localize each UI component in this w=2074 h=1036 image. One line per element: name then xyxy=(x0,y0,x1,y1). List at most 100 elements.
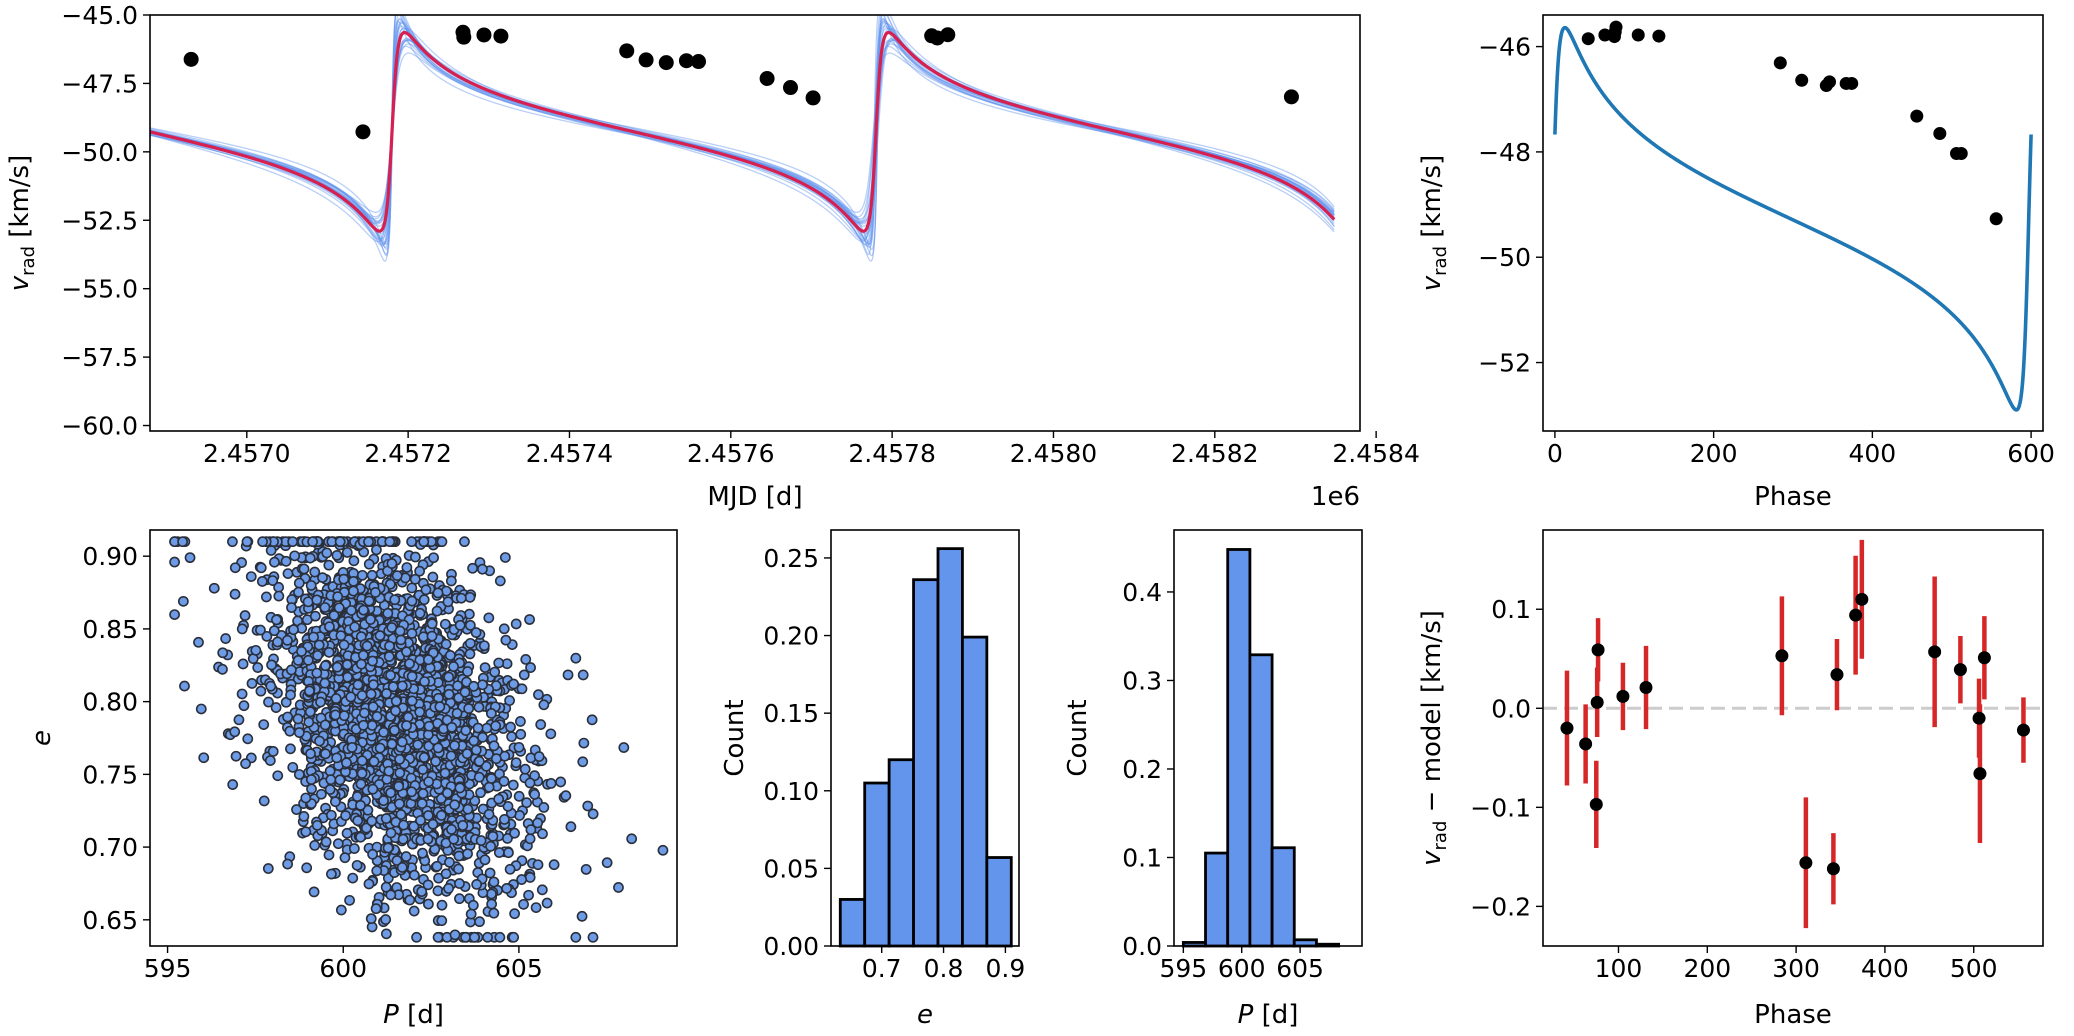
histogram-bar xyxy=(863,781,891,948)
posterior-sample-point xyxy=(430,756,442,767)
posterior-sample-point xyxy=(519,763,531,775)
posterior-sample-point xyxy=(363,595,375,607)
residual-point xyxy=(1639,680,1653,694)
posterior-sample-point xyxy=(408,820,420,832)
posterior-sample-point xyxy=(302,654,314,666)
posterior-sample-point xyxy=(394,798,405,810)
posterior-sample-point xyxy=(462,848,473,860)
posterior-sample-point xyxy=(518,898,529,910)
posterior-sample-point xyxy=(394,625,406,637)
posterior-sample-point xyxy=(367,783,379,795)
posterior-sample-point xyxy=(326,868,337,880)
posterior-sample-point xyxy=(460,725,472,736)
posterior-sample-point xyxy=(420,584,432,596)
posterior-draw-line xyxy=(150,15,1335,257)
posterior-sample-point xyxy=(464,637,476,649)
posterior-sample-point xyxy=(378,726,389,738)
posterior-draw-line xyxy=(150,18,1335,249)
posterior-sample-point xyxy=(292,654,304,666)
y-tick-label: −55.0 xyxy=(61,275,138,304)
posterior-sample-point xyxy=(365,614,376,625)
posterior-sample-point xyxy=(282,711,294,723)
posterior-sample-point xyxy=(258,719,270,731)
posterior-sample-point xyxy=(493,657,505,669)
y-tick-label: 0.75 xyxy=(82,760,138,789)
posterior-sample-point xyxy=(334,774,346,786)
posterior-sample-point xyxy=(422,879,434,891)
posterior-sample-point xyxy=(422,898,434,910)
posterior-sample-point xyxy=(446,721,458,733)
posterior-sample-point xyxy=(406,695,418,707)
posterior-sample-point xyxy=(464,619,476,631)
posterior-sample-point xyxy=(304,685,315,697)
y-tick-label: 0.0 xyxy=(1491,694,1531,723)
posterior-sample-point xyxy=(268,625,280,637)
x-tick-label: 0.9 xyxy=(986,954,1026,983)
posterior-sample-point xyxy=(370,587,381,598)
posterior-sample-point xyxy=(412,739,424,751)
residual-point xyxy=(1799,856,1813,870)
posterior-sample-point xyxy=(499,814,510,825)
posterior-sample-point xyxy=(453,850,465,862)
posterior-sample-point xyxy=(246,678,258,689)
posterior-sample-point xyxy=(494,931,506,943)
posterior-sample-point xyxy=(382,607,394,619)
posterior-sample-point xyxy=(300,826,312,838)
posterior-sample-point xyxy=(257,536,269,548)
posterior-sample-point xyxy=(237,658,249,670)
observation-point xyxy=(493,28,509,44)
posterior-sample-point xyxy=(474,916,485,928)
posterior-sample-point xyxy=(289,550,301,562)
y-tick-label: 0.05 xyxy=(763,854,819,883)
posterior-sample-point xyxy=(508,678,520,690)
posterior-sample-point xyxy=(436,536,448,548)
posterior-sample-point xyxy=(386,558,398,569)
posterior-sample-point xyxy=(320,836,332,848)
residual-point xyxy=(1560,721,1574,735)
posterior-sample-point xyxy=(387,681,399,693)
x-axis-offset-label: 1e6 xyxy=(1311,482,1360,512)
posterior-sample-point xyxy=(510,618,522,630)
posterior-sample-point xyxy=(378,795,389,807)
eccentricity-histogram-panel: 0.7 0.8 0.9 0.00 0.05 0.10 0.15 0.20 0.25 e Count xyxy=(720,529,1026,1030)
posterior-sample-point xyxy=(418,751,430,763)
posterior-sample-point xyxy=(229,726,241,738)
posterior-sample-point xyxy=(477,731,488,743)
posterior-sample-point xyxy=(311,594,323,606)
posterior-sample-point xyxy=(263,696,274,708)
posterior-sample-point xyxy=(523,889,534,901)
posterior-sample-point xyxy=(418,594,430,606)
posterior-sample-point xyxy=(390,695,402,707)
posterior-sample-point xyxy=(302,596,314,608)
posterior-sample-point xyxy=(454,878,465,889)
histogram-bar xyxy=(961,635,989,948)
posterior-sample-point xyxy=(397,833,409,845)
x-tick-label: 400 xyxy=(1849,439,1897,468)
posterior-sample-point xyxy=(545,728,557,740)
posterior-sample-point xyxy=(401,562,413,573)
posterior-sample-point xyxy=(513,741,525,753)
posterior-sample-point xyxy=(406,582,418,594)
posterior-sample-point xyxy=(267,575,279,586)
y-tick-label: −50 xyxy=(1478,243,1531,272)
posterior-sample-point xyxy=(464,591,476,603)
posterior-sample-point xyxy=(507,779,519,791)
posterior-sample-point xyxy=(348,575,359,587)
posterior-sample-point xyxy=(258,795,270,807)
x-tick-label: 0.7 xyxy=(862,954,902,983)
posterior-sample-point xyxy=(529,789,541,800)
phase-observation-point xyxy=(1933,126,1947,140)
posterior-sample-point xyxy=(431,605,443,617)
posterior-sample-point xyxy=(380,928,392,940)
posterior-sample-point xyxy=(374,630,386,642)
x-tick-label: 2.4578 xyxy=(848,439,935,468)
posterior-sample-point xyxy=(366,719,378,731)
posterior-sample-point xyxy=(578,737,590,749)
posterior-sample-point xyxy=(626,833,638,845)
posterior-sample-point xyxy=(227,536,238,548)
observation-point xyxy=(456,29,472,45)
posterior-sample-point xyxy=(508,931,520,943)
posterior-sample-point xyxy=(436,810,447,821)
posterior-sample-point xyxy=(360,822,372,834)
x-tick-label: 600 xyxy=(1218,954,1266,983)
